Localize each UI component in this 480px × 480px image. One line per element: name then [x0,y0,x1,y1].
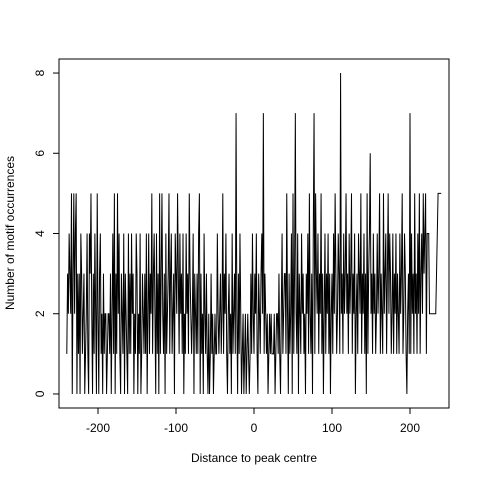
y-tick-label: 8 [33,69,47,76]
y-tick-label: 6 [33,150,47,157]
x-tick-label: -100 [164,421,188,435]
y-axis-label: Number of motif occurrences [3,156,17,310]
x-tick-label: -200 [86,421,110,435]
x-tick-label: 200 [400,421,420,435]
series-line-motif-occurrences [66,73,442,394]
y-tick-label: 2 [33,310,47,317]
x-axis: -200 -100 0 100 200 [86,407,420,435]
y-tick-label: 0 [33,390,47,397]
y-tick-label: 4 [33,230,47,237]
x-tick-label: 100 [322,421,342,435]
x-axis-label: Distance to peak centre [191,451,317,465]
y-axis: 0 2 4 6 8 [33,69,60,397]
x-tick-label: 0 [251,421,258,435]
